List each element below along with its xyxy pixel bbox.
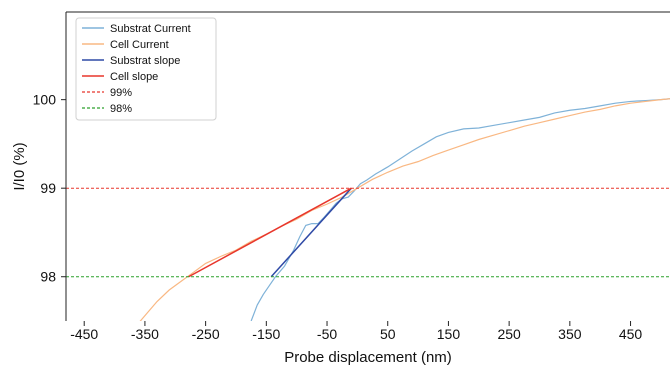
legend-label: Substrat Current <box>110 23 191 35</box>
x-tick-label: 150 <box>437 326 461 342</box>
x-tick-label: 450 <box>619 326 643 342</box>
x-tick-label: -150 <box>252 326 280 342</box>
legend-label: Substrat slope <box>110 55 180 67</box>
series-line-3 <box>270 187 352 278</box>
series-line-1 <box>250 98 670 321</box>
x-tick-label: -350 <box>131 326 159 342</box>
y-tick-label: 100 <box>33 92 57 108</box>
series-line-2 <box>139 98 670 321</box>
x-axis-title: Probe displacement (nm) <box>284 349 452 366</box>
y-tick-label: 99 <box>40 180 56 196</box>
series-line-4 <box>188 187 352 278</box>
legend-label: Cell slope <box>110 71 158 83</box>
legend-label: 99% <box>110 87 132 99</box>
legend-box <box>75 17 217 121</box>
x-tick-label: -250 <box>192 326 220 342</box>
axis-ticks: -450 -350 -250 -150 -50 50 150 250 350 450 98 99 100 <box>33 92 643 342</box>
legend-label: Cell Current <box>110 39 169 51</box>
x-tick-label: 350 <box>558 326 582 342</box>
plot-frame <box>65 11 670 321</box>
x-tick-label: -50 <box>317 326 337 342</box>
y-tick-label: 98 <box>40 269 56 285</box>
y-axis-title: I/I0 (%) <box>11 142 28 190</box>
series-lines <box>66 98 670 321</box>
x-tick-label: 50 <box>380 326 396 342</box>
x-tick-label: 250 <box>497 326 521 342</box>
legend: Substrat Current Cell Current Substrat slo… <box>75 17 217 121</box>
legend-label: 98% <box>110 103 132 115</box>
x-tick-label: -450 <box>70 326 98 342</box>
